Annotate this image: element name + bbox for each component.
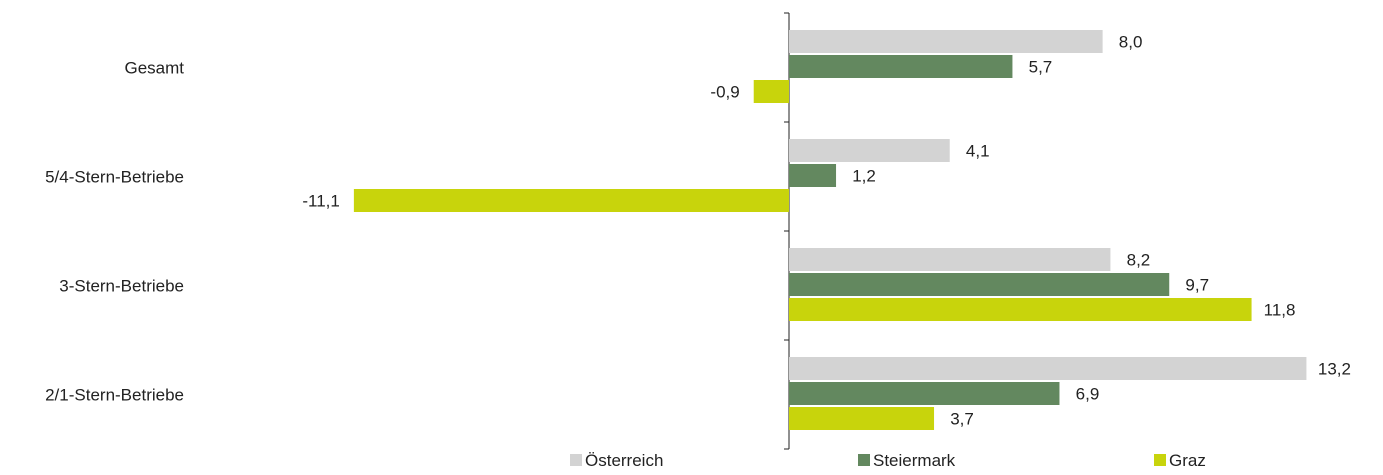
data-label: 11,8 xyxy=(1264,301,1296,320)
legend-label: Österreich xyxy=(585,451,663,470)
data-label: 6,9 xyxy=(1076,385,1100,404)
data-label: -0,9 xyxy=(710,83,739,102)
bar-steiermark-2 xyxy=(789,164,837,187)
category-label: 2/1-Stern-Betriebe xyxy=(45,386,184,405)
bar-österreich-3 xyxy=(789,248,1111,271)
category-axis xyxy=(784,12,790,450)
category-label: 3-Stern-Betriebe xyxy=(59,277,184,296)
legend-label: Graz xyxy=(1169,451,1206,470)
legend-label: Steiermark xyxy=(873,451,956,470)
bars xyxy=(353,30,1307,430)
bar-österreich-1 xyxy=(789,30,1103,53)
bar-österreich-4 xyxy=(789,357,1307,380)
bar-graz-4 xyxy=(789,407,935,430)
bar-graz-1 xyxy=(753,80,789,103)
bar-graz-2 xyxy=(353,189,789,212)
legend-swatch-österreich xyxy=(570,454,582,466)
data-label: 8,2 xyxy=(1127,251,1151,270)
data-labels: 8,0 4,1 8,2 13,2 5,7 1,2 9,7 6,9 -0,9 -11,1 11,8 3,… xyxy=(302,33,1351,429)
data-label: -11,1 xyxy=(302,192,340,211)
data-label: 4,1 xyxy=(966,142,990,161)
bar-österreich-2 xyxy=(789,139,950,162)
legend: Österreich Steiermark Graz xyxy=(570,451,1206,470)
data-label: 13,2 xyxy=(1318,360,1351,379)
category-label: Gesamt xyxy=(124,59,184,78)
data-label: 5,7 xyxy=(1029,58,1053,77)
bar-steiermark-4 xyxy=(789,382,1060,405)
bar-steiermark-1 xyxy=(789,55,1013,78)
bar-steiermark-3 xyxy=(789,273,1170,296)
data-label: 1,2 xyxy=(852,167,876,186)
data-label: 9,7 xyxy=(1185,276,1209,295)
legend-swatch-graz xyxy=(1154,454,1166,466)
legend-swatch-steiermark xyxy=(858,454,870,466)
category-labels: Gesamt 5/4-Stern-Betriebe 3-Stern-Betriebe… xyxy=(45,59,184,405)
category-label: 5/4-Stern-Betriebe xyxy=(45,168,184,187)
data-label: 8,0 xyxy=(1119,33,1143,52)
bar-graz-3 xyxy=(789,298,1252,321)
data-label: 3,7 xyxy=(950,410,974,429)
